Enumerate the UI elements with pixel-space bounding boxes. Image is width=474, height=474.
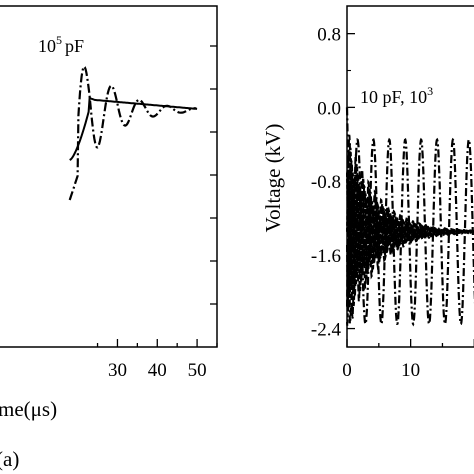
left-x-axis-title: me(μs) (0, 397, 57, 421)
right-y-tick-label: 0.8 (317, 25, 341, 46)
left-series-dashdot (68, 65, 197, 201)
panel-label-a: (a) (0, 447, 19, 471)
right-y-tick-label: -1.6 (311, 246, 341, 267)
right-x-tick-label: 0 (342, 360, 352, 381)
right-x-tick-labels: 0 10 (342, 360, 420, 381)
right-annotation-exp: 3 (427, 84, 433, 98)
left-x-tick-label: 40 (148, 360, 167, 381)
left-annotation: 105 pF (38, 33, 84, 56)
right-annotation-text: 10 pF, 10 (360, 87, 427, 107)
right-x-tick-label: 10 (401, 360, 420, 381)
right-y-tick-label: -0.8 (311, 172, 341, 193)
right-series-dashdot (345, 107, 474, 327)
left-plot-frame (0, 5, 218, 348)
left-x-tick-label: 30 (108, 360, 127, 381)
right-curves (345, 107, 474, 327)
left-x-tick-labels: 30 40 50 (108, 360, 207, 381)
right-y-tick-labels: 0.8 0.0 -0.8 -1.6 -2.4 (311, 25, 342, 341)
right-panel: 0.8 0.0 -0.8 -1.6 -2.4 0 10 10 pF, 103 Voltag… (261, 5, 474, 381)
right-y-tick-label: 0.0 (317, 98, 341, 119)
right-series-dense (346, 134, 474, 319)
left-axis-ticks (96, 45, 218, 347)
right-y-tick-label: -2.4 (311, 320, 342, 341)
left-x-tick-label: 50 (188, 360, 207, 381)
left-annotation-base: 10 (38, 36, 56, 56)
right-y-axis-title: Voltage (kV) (261, 124, 285, 233)
right-annotation: 10 pF, 103 (360, 84, 433, 107)
left-annotation-unit: pF (65, 36, 84, 56)
left-annotation-exp: 5 (56, 33, 62, 47)
left-curves (68, 65, 198, 201)
left-series-solid (69, 96, 198, 161)
